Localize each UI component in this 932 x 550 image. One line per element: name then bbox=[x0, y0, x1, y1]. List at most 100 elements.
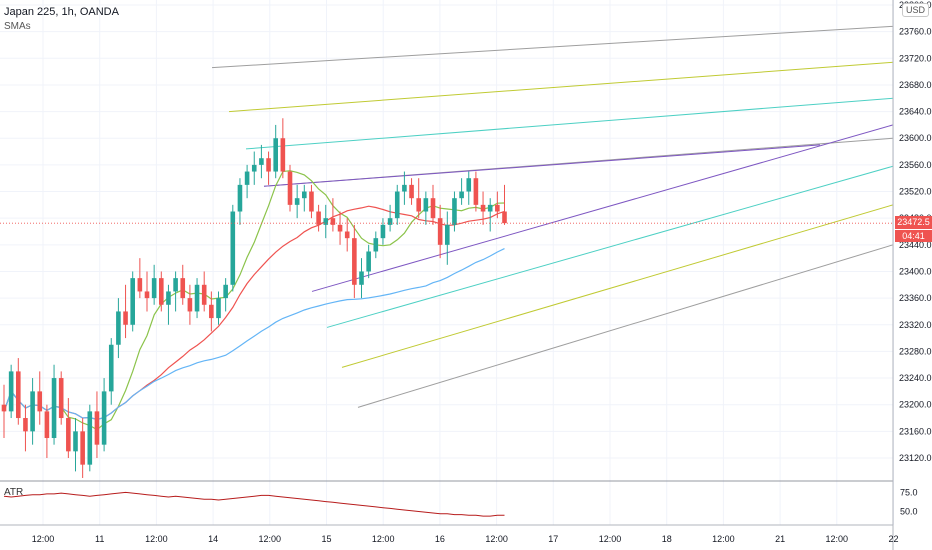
candle-body bbox=[316, 211, 321, 225]
symbol-title[interactable]: Japan 225, 1h, OANDA bbox=[4, 6, 119, 18]
time-tick-label: 15 bbox=[321, 534, 331, 544]
price-tick-label: 23760.0 bbox=[899, 27, 932, 37]
candle-body bbox=[166, 291, 171, 305]
candle-body bbox=[237, 184, 243, 212]
candle-body bbox=[294, 198, 300, 205]
price-tick-label: 23360.0 bbox=[899, 293, 932, 303]
candle-body bbox=[30, 391, 35, 432]
time-tick-label: 11 bbox=[95, 534, 104, 544]
trendline bbox=[311, 124, 894, 292]
candle-body bbox=[58, 378, 64, 419]
sma-fast-line bbox=[3, 170, 505, 431]
time-tick-label: 14 bbox=[208, 534, 218, 544]
price-tick-label: 23320.0 bbox=[899, 320, 932, 330]
candle-body bbox=[123, 311, 128, 325]
price-axis[interactable]: 23800.023760.023720.023680.023640.023600… bbox=[899, 0, 932, 463]
candle-body bbox=[23, 418, 28, 432]
time-tick-label: 12:00 bbox=[372, 534, 395, 544]
time-tick-label: 12:00 bbox=[826, 534, 849, 544]
candle-body bbox=[502, 211, 507, 224]
candle-body bbox=[466, 178, 472, 192]
candle-body bbox=[387, 218, 393, 225]
trendline bbox=[211, 25, 894, 69]
candle-body bbox=[201, 284, 207, 305]
atr-series-line bbox=[3, 491, 505, 517]
candle-body bbox=[423, 198, 429, 212]
price-tick-label: 23440.0 bbox=[899, 240, 932, 250]
grid-lines bbox=[0, 0, 894, 525]
time-tick-label: 12:00 bbox=[712, 534, 735, 544]
trendline bbox=[228, 61, 894, 113]
candle-body bbox=[187, 298, 193, 312]
candle-body bbox=[287, 171, 293, 205]
candle-body bbox=[330, 218, 336, 225]
candle-body bbox=[87, 411, 93, 465]
price-tick-label: 23520.0 bbox=[899, 187, 932, 197]
trendline bbox=[326, 165, 894, 328]
time-tick-label: 12:00 bbox=[32, 534, 55, 544]
candle-body bbox=[137, 278, 143, 292]
candle-body bbox=[80, 431, 85, 465]
time-tick-label: 12:00 bbox=[145, 534, 168, 544]
candle-body bbox=[94, 411, 100, 445]
candle-body bbox=[259, 158, 264, 165]
sma-indicator-label[interactable]: SMAs bbox=[4, 21, 31, 32]
candle-body bbox=[352, 238, 357, 285]
sma-lines bbox=[3, 170, 505, 431]
candle-body bbox=[480, 204, 486, 212]
trendline bbox=[245, 97, 894, 150]
price-tick-label: 23640.0 bbox=[899, 107, 932, 117]
candle-body bbox=[344, 231, 350, 239]
price-tick-label: 23240.0 bbox=[899, 373, 932, 383]
sma-mid-line bbox=[3, 205, 505, 421]
atr-line bbox=[3, 491, 505, 517]
time-tick-label: 22 bbox=[888, 534, 898, 544]
candle-body bbox=[459, 191, 464, 199]
candle-body bbox=[216, 298, 221, 319]
candle-body bbox=[66, 418, 71, 452]
time-axis[interactable]: 12:00 11 12:00 14 12:00 15 12:00 16 12:00 17 12:00… bbox=[32, 534, 899, 544]
candle-body bbox=[266, 158, 271, 172]
candle-body bbox=[416, 198, 421, 212]
candle-body bbox=[273, 138, 278, 172]
candle-body bbox=[394, 191, 400, 219]
candle-body bbox=[495, 204, 500, 212]
candle-body bbox=[409, 184, 414, 199]
candle-body bbox=[101, 391, 107, 445]
trendlines bbox=[211, 25, 894, 408]
candle-body bbox=[173, 278, 178, 292]
candle-body bbox=[209, 304, 214, 319]
candle-body bbox=[144, 291, 150, 299]
price-tick-label: 23400.0 bbox=[899, 266, 932, 276]
candle-body bbox=[402, 184, 407, 192]
candle-body bbox=[323, 218, 329, 225]
sma-slow-line bbox=[3, 248, 505, 421]
candle-body bbox=[487, 204, 493, 212]
price-tick-label: 23280.0 bbox=[899, 346, 932, 356]
candle-body bbox=[159, 278, 164, 305]
time-tick-label: 12:00 bbox=[485, 534, 508, 544]
candle-body bbox=[244, 171, 250, 185]
price-tick-label: 23200.0 bbox=[899, 400, 932, 410]
candle-body bbox=[1, 404, 7, 412]
bar-countdown-tag: 04:41 bbox=[895, 230, 932, 242]
atr-axis: 75.0 50.0 bbox=[900, 487, 918, 516]
candle-body bbox=[366, 251, 371, 272]
time-tick-label: 12:00 bbox=[599, 534, 622, 544]
candle-body bbox=[108, 344, 114, 392]
currency-button[interactable]: USD bbox=[902, 3, 930, 17]
time-tick-label: 12:00 bbox=[259, 534, 282, 544]
price-tick-label: 23560.0 bbox=[899, 160, 932, 170]
time-tick-label: 17 bbox=[548, 534, 558, 544]
atr-indicator-label[interactable]: ATR bbox=[4, 487, 24, 498]
atr-tick-label: 50.0 bbox=[900, 507, 918, 517]
atr-tick-label: 75.0 bbox=[900, 487, 918, 497]
candle-body bbox=[130, 278, 135, 325]
time-tick-label: 18 bbox=[662, 534, 672, 544]
candle-body bbox=[452, 198, 457, 225]
time-tick-label: 21 bbox=[775, 534, 785, 544]
candle-body bbox=[473, 178, 479, 205]
candle-body bbox=[37, 391, 43, 412]
candle-body bbox=[180, 278, 186, 299]
